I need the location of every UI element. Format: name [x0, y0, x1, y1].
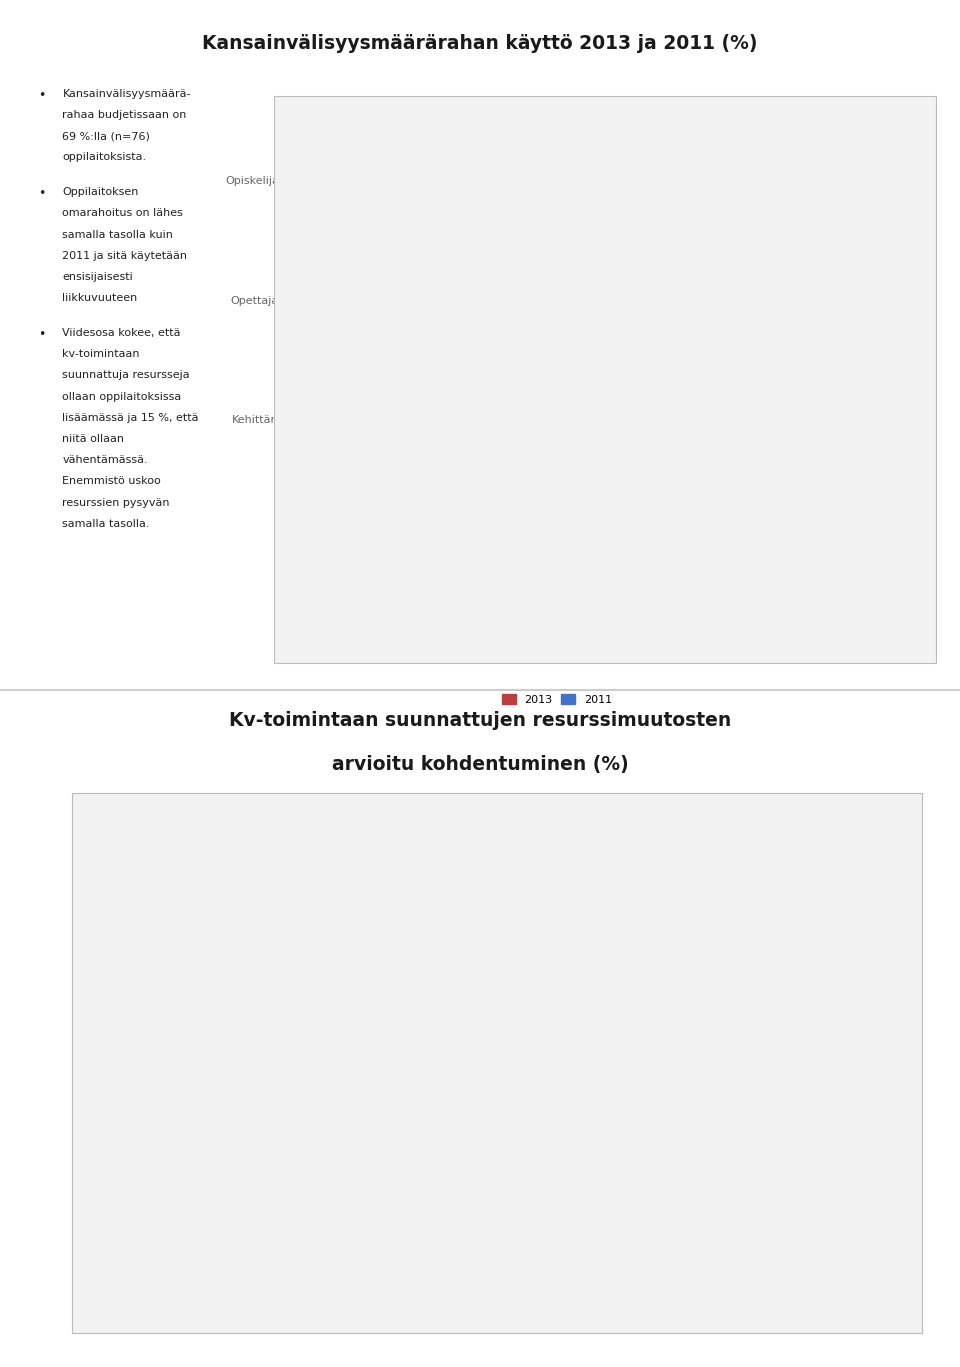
Bar — [225, 966, 784, 1018]
Text: 69 %:lla (n=76): 69 %:lla (n=76) — [62, 131, 151, 141]
Text: ensisijaisesti: ensisijaisesti — [62, 272, 133, 282]
Text: lisäämässä ja 15 %, että: lisäämässä ja 15 %, että — [62, 413, 199, 422]
Text: •: • — [38, 328, 46, 342]
Text: 5 (n=5): 5 (n=5) — [339, 1245, 387, 1259]
Text: 61 (n=67): 61 (n=67) — [814, 198, 868, 208]
Bar — [360, 254, 728, 299]
Text: samalla tasolla kuin: samalla tasolla kuin — [62, 230, 173, 239]
Bar — [225, 837, 741, 889]
Text: 56 (n=70): 56 (n=70) — [778, 153, 830, 163]
Text: 24 (n=26): 24 (n=26) — [748, 856, 812, 869]
Bar — [360, 373, 543, 420]
Bar — [360, 180, 808, 226]
Legend: 2013, 2011: 2013, 2011 — [497, 690, 616, 709]
Bar — [360, 539, 470, 584]
Text: Oppilaitoksen: Oppilaitoksen — [62, 187, 139, 197]
Text: Viidesosa kokee, että: Viidesosa kokee, että — [62, 328, 180, 338]
Text: Kansainvälisyysmäärärahan käyttö 2013 ja 2011 (%): Kansainvälisyysmäärärahan käyttö 2013 ja… — [203, 34, 757, 53]
Text: liikkuvuuteen: liikkuvuuteen — [62, 293, 137, 303]
Bar — [225, 1096, 634, 1148]
Text: resurssien pysyvän: resurssien pysyvän — [62, 498, 170, 507]
Text: samalla tasolla.: samalla tasolla. — [62, 518, 150, 529]
Text: 2011 ja sitä käytetään: 2011 ja sitä käytetään — [62, 250, 187, 261]
Text: Kansainvälisyysmäärä-: Kansainvälisyysmäärä- — [62, 89, 191, 98]
Text: arvioitu kohdentuminen (%): arvioitu kohdentuminen (%) — [331, 755, 629, 774]
Text: Kv-toimintaan suunnattujen resurssimuutosten: Kv-toimintaan suunnattujen resurssimuuto… — [228, 711, 732, 730]
Text: vähentämässä.: vähentämässä. — [62, 455, 148, 465]
Text: 19 (n=21): 19 (n=21) — [640, 1115, 704, 1129]
Text: 32 (n=35): 32 (n=35) — [601, 437, 655, 447]
Bar — [360, 493, 529, 539]
Text: 52 (n=57): 52 (n=57) — [749, 317, 802, 328]
Text: 26 (n=28): 26 (n=28) — [791, 986, 854, 999]
Text: rahaa budjetissaan on: rahaa budjetissaan on — [62, 109, 187, 120]
Bar — [360, 299, 742, 344]
Text: niitä ollaan: niitä ollaan — [62, 433, 125, 444]
Text: 50 (n=62): 50 (n=62) — [733, 272, 786, 282]
Text: 25 (n=31): 25 (n=31) — [549, 391, 603, 402]
Bar — [225, 1226, 332, 1278]
Text: omarahoitus on lähes: omarahoitus on lähes — [62, 208, 183, 219]
Text: ollaan oppilaitoksissa: ollaan oppilaitoksissa — [62, 391, 181, 402]
Text: •: • — [38, 187, 46, 201]
Text: oppilaitoksista.: oppilaitoksista. — [62, 152, 147, 163]
Text: kv-toimintaan: kv-toimintaan — [62, 349, 140, 360]
Bar — [360, 420, 595, 465]
Bar — [360, 135, 772, 180]
Text: suunnattuja resursseja: suunnattuja resursseja — [62, 370, 190, 380]
Text: •: • — [38, 89, 46, 103]
Text: Enemmistö uskoo: Enemmistö uskoo — [62, 476, 161, 487]
Text: 23 (n=29): 23 (n=29) — [535, 511, 588, 521]
Text: 15 (n=16): 15 (n=16) — [476, 556, 529, 566]
